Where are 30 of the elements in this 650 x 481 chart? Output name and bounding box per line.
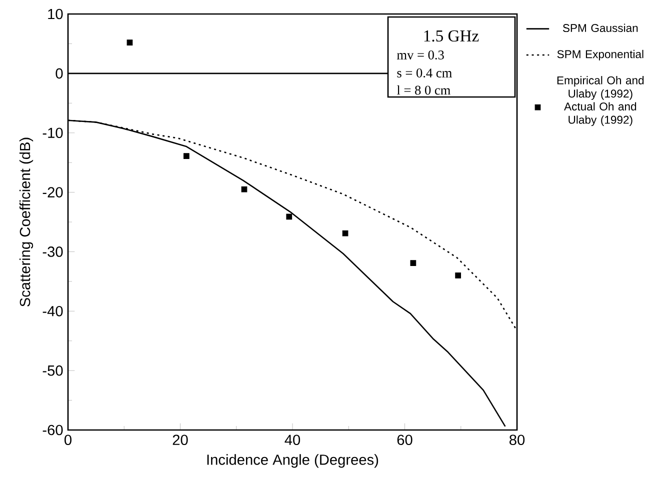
x-axis-title: Incidence Angle (Degrees): [207, 454, 378, 468]
y-tick-label: -30: [42, 246, 63, 257]
annotation: s = 0.4 cm: [397, 68, 452, 78]
legend-label: SPM Exponential: [557, 50, 644, 60]
y-tick-label: -20: [42, 187, 63, 198]
annotation: mv = 0.3: [396, 50, 444, 60]
x-tick-label: 20: [172, 434, 188, 446]
y-tick-label: 0: [56, 68, 63, 79]
annotation: l = 8 0 cm: [396, 85, 450, 95]
x-tick-label: 40: [284, 434, 300, 446]
annotation: 1.5 GHz: [424, 30, 479, 42]
text: Empirical Oh and Ulaby (1992): [557, 76, 644, 100]
x-tick-label: 60: [397, 434, 412, 446]
point: [410, 260, 416, 266]
y-tick-label: -40: [42, 306, 63, 316]
y-tick-label: -60: [42, 424, 63, 436]
y-tick-label: -50: [42, 365, 63, 376]
point: [241, 186, 248, 192]
x-tick-label: 80: [510, 434, 525, 446]
legend-label: SPM Gaussian: [562, 24, 638, 32]
y-tick-label: -10: [42, 128, 63, 138]
x-tick-label: 0: [64, 434, 72, 446]
legend-label: Actual Oh and Ulaby (1992): [564, 102, 636, 126]
point: [286, 214, 292, 220]
y-tick-label: 10: [48, 8, 63, 20]
point: [455, 272, 462, 278]
point: [126, 40, 133, 46]
point: [183, 153, 190, 159]
point: [342, 230, 348, 236]
y-axis-title: Scattering Coefficient (dB): [19, 138, 34, 306]
